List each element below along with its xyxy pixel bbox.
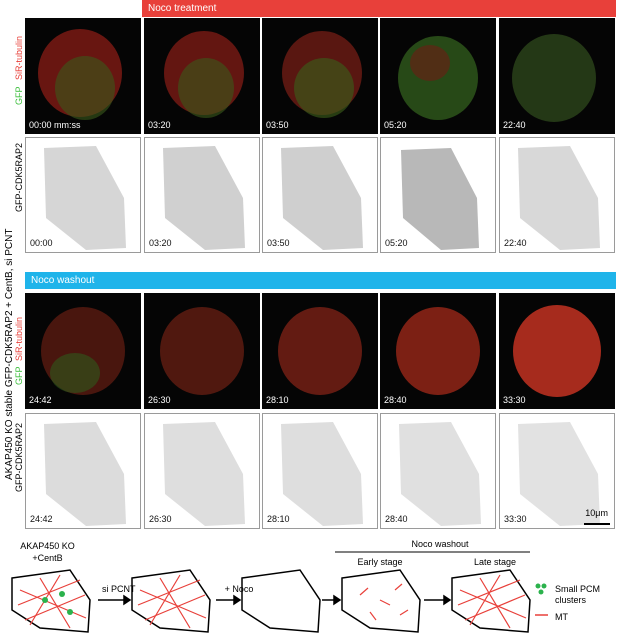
timestamp: 26:30 — [148, 395, 171, 405]
wash-gray-panel-3: 28:10 — [262, 413, 378, 529]
timestamp: 26:30 — [149, 514, 172, 524]
timestamp: 24:42 — [29, 395, 52, 405]
timestamp: 28:10 — [266, 395, 289, 405]
diagram-step2: + Noco — [224, 584, 254, 594]
timestamp: 33:30 — [504, 514, 527, 524]
timestamp: 00:00 mm:ss — [29, 120, 81, 130]
diagram-step1: si PCNT — [102, 584, 136, 594]
wash-gray-panel-5: 33:30 10μm — [499, 413, 615, 529]
wash-gray-panel-1: 24:42 — [25, 413, 141, 529]
wash-gray-panel-4: 28:40 — [380, 413, 496, 529]
legend-mt: MT — [555, 612, 568, 622]
treat-gray-panel-2: 03:20 — [144, 137, 260, 253]
diagram-washout: Noco washout — [411, 539, 469, 549]
wash-gray-panel-2: 26:30 — [144, 413, 260, 529]
timestamp: 28:40 — [385, 514, 408, 524]
treat-gray-panel-1: 00:00 — [25, 137, 141, 253]
treat-fluor-panel-3: 03:50 — [262, 18, 378, 134]
wash-fluor-panel-5: 33:30 — [499, 293, 615, 409]
timestamp: 00:00 — [30, 238, 53, 248]
wash-fluor-panel-4: 28:40 — [380, 293, 496, 409]
diagram-cond2: +CentB — [32, 553, 63, 563]
legend-pcm2: clusters — [555, 595, 587, 605]
timestamp: 03:20 — [149, 238, 172, 248]
diagram-late: Late stage — [473, 557, 517, 567]
timestamp: 05:20 — [385, 238, 408, 248]
treat-fluor-panel-5: 22:40 — [499, 18, 615, 134]
treat-fluor-panel-1: 00:00 mm:ss — [25, 18, 141, 134]
timestamp: 33:30 — [503, 395, 526, 405]
diagram-early: Early stage — [357, 557, 403, 567]
treat-gray-panel-3: 03:50 — [262, 137, 378, 253]
noco-treatment-label: Noco treatment — [148, 3, 217, 14]
wash-fluor-panel-3: 28:10 — [262, 293, 378, 409]
diagram-cond1: AKAP450 KO — [20, 541, 75, 551]
treat-gray-panel-4: 05:20 — [380, 137, 496, 253]
timestamp: 24:42 — [30, 514, 53, 524]
scale-bar-label: 10μm — [585, 508, 608, 518]
treat-fluor-panel-2: 03:20 — [144, 18, 260, 134]
wash-fluor-panel-2: 26:30 — [144, 293, 260, 409]
treat-fluor-panel-4: 05:20 — [380, 18, 496, 134]
noco-washout-bar: Noco washout — [25, 272, 616, 289]
timestamp: 03:50 — [267, 238, 290, 248]
timestamp: 05:20 — [384, 120, 407, 130]
legend-pcm: Small PCM — [555, 584, 601, 594]
timestamp: 28:10 — [267, 514, 290, 524]
noco-washout-label: Noco washout — [31, 275, 95, 286]
timestamp: 28:40 — [384, 395, 407, 405]
timestamp: 03:50 — [266, 120, 289, 130]
timestamp: 22:40 — [504, 238, 527, 248]
timestamp: 22:40 — [503, 120, 526, 130]
timestamp: 03:20 — [148, 120, 171, 130]
wash-fluor-panel-1: 24:42 — [25, 293, 141, 409]
treat-gray-panel-5: 22:40 — [499, 137, 615, 253]
noco-treatment-bar: Noco treatment — [142, 0, 616, 17]
